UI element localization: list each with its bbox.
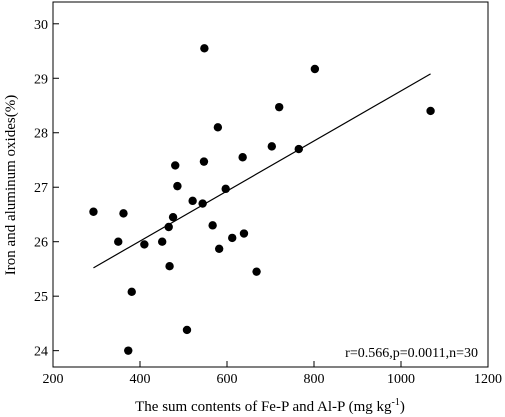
data-point: [164, 222, 173, 232]
plot-frame: [52, 1, 489, 368]
y-tick-label: 24: [34, 345, 48, 360]
data-point: [213, 123, 223, 132]
y-tick-label: 29: [34, 72, 48, 87]
y-axis-ticks: 24 25 26 27 28 29 30: [34, 18, 59, 360]
scatter-series: [89, 44, 435, 355]
data-point: [208, 221, 217, 230]
x-tick-label: 1200: [474, 372, 502, 387]
x-tick-label: 1000: [387, 372, 415, 387]
y-tick-label: 28: [34, 127, 48, 142]
x-tick-label: 800: [304, 372, 325, 387]
data-point: [89, 207, 98, 216]
y-tick-label: 25: [34, 290, 48, 305]
data-point: [171, 161, 180, 170]
x-axis-label-close: ): [400, 399, 405, 415]
data-point: [157, 237, 167, 246]
data-point: [124, 346, 133, 355]
x-tick-label: 600: [217, 372, 238, 387]
data-point: [267, 142, 277, 151]
data-point: [188, 196, 197, 206]
data-point: [168, 212, 178, 222]
data-point: [200, 44, 209, 53]
x-axis-label-main: The sum contents of Fe-P and Al-P (mg kg: [135, 399, 392, 415]
x-axis-label-superscript: -1: [392, 397, 400, 408]
x-axis-label: The sum contents of Fe-P and Al-P (mg kg…: [135, 397, 405, 415]
data-point: [127, 287, 136, 297]
y-tick-label: 26: [34, 236, 48, 251]
data-point: [238, 153, 247, 162]
data-point: [252, 267, 261, 276]
data-point: [140, 240, 149, 249]
data-point: [199, 157, 209, 166]
y-tick-label: 27: [34, 181, 48, 196]
x-tick-label: 200: [43, 372, 64, 387]
x-tick-label: 400: [130, 372, 151, 387]
data-point: [173, 181, 182, 191]
data-point: [426, 106, 435, 116]
correlation-annotation: r=0.566,p=0.0011,n=30: [345, 346, 478, 361]
data-point: [114, 237, 123, 246]
data-point: [239, 229, 249, 238]
data-point: [119, 209, 128, 218]
data-point: [165, 262, 174, 271]
data-point: [228, 233, 237, 243]
data-point: [275, 102, 284, 112]
data-point: [310, 64, 320, 74]
data-point: [214, 244, 224, 253]
data-point: [182, 325, 192, 335]
y-axis-label: Iron and aluminum oxides(%): [3, 95, 19, 275]
regression-line: [93, 73, 431, 269]
x-axis-ticks: 200 400 600 800 1000 1200: [43, 361, 502, 387]
y-tick-label: 30: [34, 18, 48, 33]
